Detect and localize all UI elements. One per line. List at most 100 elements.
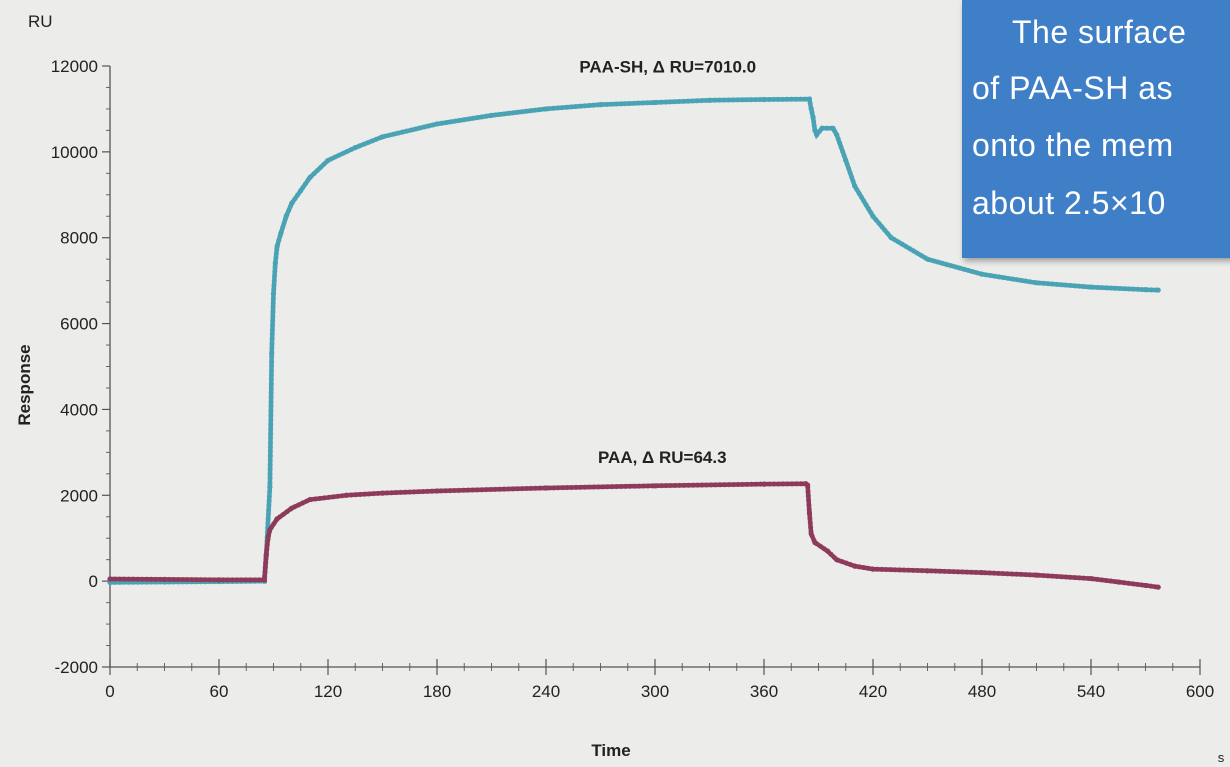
data-point-paa xyxy=(1115,579,1121,585)
data-point-paa xyxy=(805,482,811,488)
data-point-paa xyxy=(263,552,269,558)
x-tick-label: 0 xyxy=(105,682,114,701)
x-axis-title: Time xyxy=(591,741,630,760)
data-point-paa-sh xyxy=(267,484,273,490)
data-point-paa-sh xyxy=(269,351,275,357)
data-point-paa-sh xyxy=(814,132,820,138)
x-tick-label: 480 xyxy=(968,682,996,701)
data-point-paa-sh xyxy=(278,230,284,237)
data-point-paa-sh xyxy=(924,256,931,262)
data-point-paa-sh xyxy=(283,213,289,219)
data-point-paa-sh xyxy=(706,97,713,103)
y-tick-label: 10000 xyxy=(51,143,98,162)
data-point-paa-sh xyxy=(870,213,876,219)
data-point-paa xyxy=(870,566,876,572)
data-point-paa-sh xyxy=(274,243,280,249)
x-tick-label: 600 xyxy=(1186,682,1214,701)
series-annotation: PAA-SH, Δ RU=7010.0 xyxy=(579,57,756,76)
data-point-paa-sh xyxy=(652,99,658,106)
y-tick-label: 6000 xyxy=(60,315,98,334)
series-annotation: PAA, Δ RU=64.3 xyxy=(598,448,727,467)
data-point-paa xyxy=(289,505,295,511)
data-point-paa-sh xyxy=(270,290,277,297)
annotation-layer: PAA-SH, Δ RU=7010.0 PAA, Δ RU=64.3 xyxy=(579,57,756,467)
data-point-paa-sh xyxy=(289,200,295,206)
y-tick-label: 0 xyxy=(89,572,98,591)
series-layer xyxy=(107,96,1161,590)
data-point-paa-sh xyxy=(843,157,849,164)
x-tick-label: 360 xyxy=(750,682,778,701)
data-point-paa xyxy=(434,488,440,494)
data-point-paa-sh xyxy=(1155,287,1161,293)
callout-box: The surface of PAA-SH as onto the mem ab… xyxy=(962,0,1230,258)
y-tick-label: -2000 xyxy=(55,658,98,677)
y-tick-label: 12000 xyxy=(51,57,98,76)
data-point-paa xyxy=(1033,572,1040,578)
data-point-paa-sh xyxy=(808,106,814,112)
data-point-paa xyxy=(343,492,349,498)
data-point-paa xyxy=(274,516,280,522)
data-point-paa-sh xyxy=(812,127,818,133)
data-point-paa xyxy=(834,557,840,563)
data-point-paa-sh xyxy=(543,106,549,112)
y-axis-title: Response xyxy=(15,344,34,425)
data-point-paa xyxy=(1088,575,1094,582)
data-point-paa-sh xyxy=(307,175,313,181)
x-tick-label: 240 xyxy=(532,682,560,701)
y-tick-label: 4000 xyxy=(60,400,98,419)
callout-line-2: of PAA-SH as xyxy=(972,70,1174,106)
data-point-paa xyxy=(161,576,168,583)
data-point-paa xyxy=(379,490,386,496)
data-point-paa xyxy=(1155,584,1161,590)
x-axis-ticks: 0 60 120 180 240 300 360 420 480 540 600 xyxy=(105,659,1214,701)
data-point-paa xyxy=(1142,582,1149,589)
callout-line-4: about 2.5×10 xyxy=(972,185,1166,221)
data-point-paa xyxy=(265,535,271,541)
data-point-paa xyxy=(979,569,985,576)
data-point-paa-sh xyxy=(352,144,358,151)
data-point-paa-sh xyxy=(488,112,495,118)
x-tick-label: 120 xyxy=(314,682,342,701)
data-point-paa xyxy=(824,548,831,554)
data-point-paa-sh xyxy=(379,134,386,140)
data-point-paa-sh xyxy=(1142,287,1149,293)
x-tick-label: 300 xyxy=(641,682,669,701)
data-point-paa xyxy=(924,568,931,574)
data-point-paa-sh xyxy=(819,125,825,131)
y-unit-label: RU xyxy=(28,12,53,31)
data-point-paa-sh xyxy=(298,187,304,194)
data-point-paa-sh xyxy=(597,102,604,108)
data-point-paa xyxy=(107,576,113,582)
data-point-paa-sh xyxy=(806,96,813,102)
x-tick-label: 60 xyxy=(210,682,229,701)
y-tick-label: 2000 xyxy=(60,486,98,505)
data-point-paa xyxy=(808,531,814,537)
callout-line-1: The surface xyxy=(1012,14,1187,50)
data-point-paa xyxy=(761,481,767,487)
y-tick-label: 8000 xyxy=(60,229,98,248)
data-point-paa-sh xyxy=(325,157,331,164)
data-point-paa-sh xyxy=(834,132,840,138)
data-point-paa-sh xyxy=(810,114,816,121)
data-point-paa-sh xyxy=(272,260,278,267)
x-unit-label: s xyxy=(1218,750,1225,765)
data-point-paa xyxy=(261,577,268,583)
data-point-paa-sh xyxy=(888,235,894,241)
callout-line-3: onto the mem xyxy=(972,127,1174,163)
data-point-paa-sh xyxy=(830,125,836,131)
data-point-paa xyxy=(307,496,313,503)
data-point-paa-sh xyxy=(1088,284,1094,290)
data-point-paa xyxy=(852,563,858,569)
data-point-paa-sh xyxy=(761,96,767,103)
data-point-paa xyxy=(806,509,813,516)
data-point-paa xyxy=(812,539,818,546)
data-point-paa xyxy=(267,527,273,533)
data-point-paa-sh xyxy=(852,183,858,189)
y-axis-ticks: -2000 0 2000 4000 6000 8000 10000 12000 xyxy=(51,57,110,677)
data-point-paa xyxy=(652,483,658,489)
data-point-paa xyxy=(543,485,549,491)
x-tick-label: 540 xyxy=(1077,682,1105,701)
data-point-paa xyxy=(216,577,222,583)
data-point-paa-sh xyxy=(434,121,440,127)
